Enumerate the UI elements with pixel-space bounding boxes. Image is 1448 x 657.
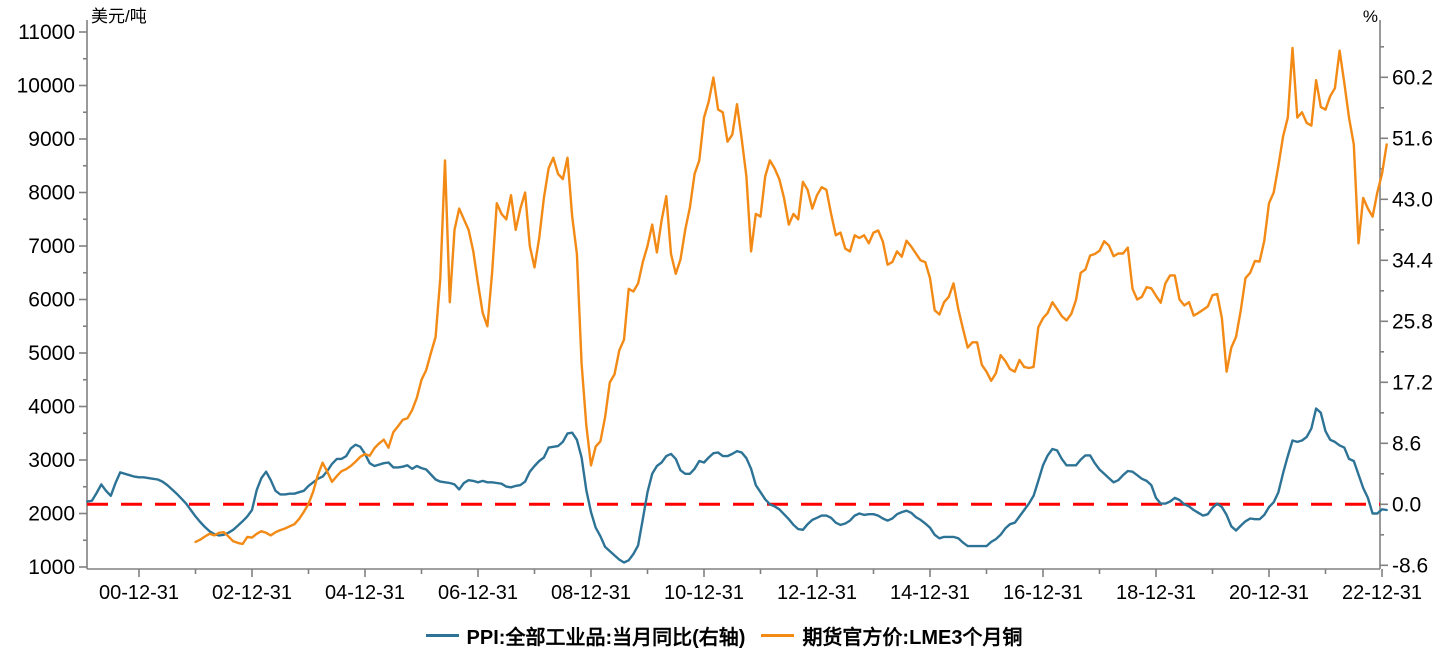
svg-text:8000: 8000 <box>28 182 75 205</box>
svg-text:08-12-31: 08-12-31 <box>551 582 631 604</box>
left-axis-unit-label: 美元/吨 <box>91 7 147 26</box>
svg-text:6000: 6000 <box>28 289 75 312</box>
left-axis: 1000 2000 3000 4000 5000 6000 7000 8000 9000 1000… <box>17 21 87 579</box>
svg-text:3000: 3000 <box>28 449 75 472</box>
svg-text:51.6: 51.6 <box>1392 127 1433 150</box>
svg-text:0.0: 0.0 <box>1392 493 1421 516</box>
legend: PPI:全部工业品:当月同比(右轴) 期货官方价:LME3个月铜 <box>0 621 1448 650</box>
svg-text:-8.6: -8.6 <box>1392 554 1428 577</box>
svg-text:18-12-31: 18-12-31 <box>1116 582 1196 604</box>
svg-text:20-12-31: 20-12-31 <box>1229 582 1309 604</box>
svg-text:25.8: 25.8 <box>1392 310 1433 333</box>
svg-text:10000: 10000 <box>17 75 75 98</box>
svg-text:14-12-31: 14-12-31 <box>890 582 970 604</box>
svg-text:9000: 9000 <box>28 128 75 151</box>
svg-text:16-12-31: 16-12-31 <box>1003 582 1083 604</box>
svg-text:34.4: 34.4 <box>1392 249 1433 272</box>
lme-line-swatch <box>761 634 795 637</box>
svg-text:11000: 11000 <box>18 21 75 44</box>
svg-text:1000: 1000 <box>28 556 75 579</box>
svg-text:60.2: 60.2 <box>1392 66 1433 89</box>
x-axis: 00-12-31 02-12-31 04-12-31 06-12-31 08-12-31… <box>99 569 1422 604</box>
ppi-line <box>85 407 1388 564</box>
ppi-line-swatch <box>425 634 459 637</box>
svg-text:00-12-31: 00-12-31 <box>99 582 179 604</box>
svg-text:12-12-31: 12-12-31 <box>777 582 857 604</box>
right-axis-unit-label: % <box>1362 7 1378 26</box>
svg-text:4000: 4000 <box>28 396 75 419</box>
legend-item-lme[interactable]: 期货官方价:LME3个月铜 <box>761 621 1022 650</box>
svg-text:43.0: 43.0 <box>1392 188 1433 211</box>
svg-text:8.6: 8.6 <box>1392 432 1421 455</box>
svg-text:02-12-31: 02-12-31 <box>212 582 292 604</box>
svg-text:17.2: 17.2 <box>1392 371 1433 394</box>
svg-text:22-12-31: 22-12-31 <box>1342 582 1422 604</box>
axes <box>86 20 1381 570</box>
legend-item-ppi[interactable]: PPI:全部工业品:当月同比(右轴) <box>425 621 746 650</box>
svg-text:7000: 7000 <box>28 235 75 258</box>
svg-text:04-12-31: 04-12-31 <box>325 582 405 604</box>
right-axis: -8.6 0.0 8.6 17.2 25.8 34.4 43.0 51.6 60.2 <box>1380 46 1433 577</box>
legend-label-ppi: PPI:全部工业品:当月同比(右轴) <box>466 627 746 649</box>
svg-text:06-12-31: 06-12-31 <box>438 582 518 604</box>
lme-line <box>194 46 1388 546</box>
legend-label-lme: 期货官方价:LME3个月铜 <box>802 627 1023 649</box>
svg-text:10-12-31: 10-12-31 <box>664 582 744 604</box>
svg-text:2000: 2000 <box>28 503 75 526</box>
svg-text:5000: 5000 <box>28 342 75 365</box>
